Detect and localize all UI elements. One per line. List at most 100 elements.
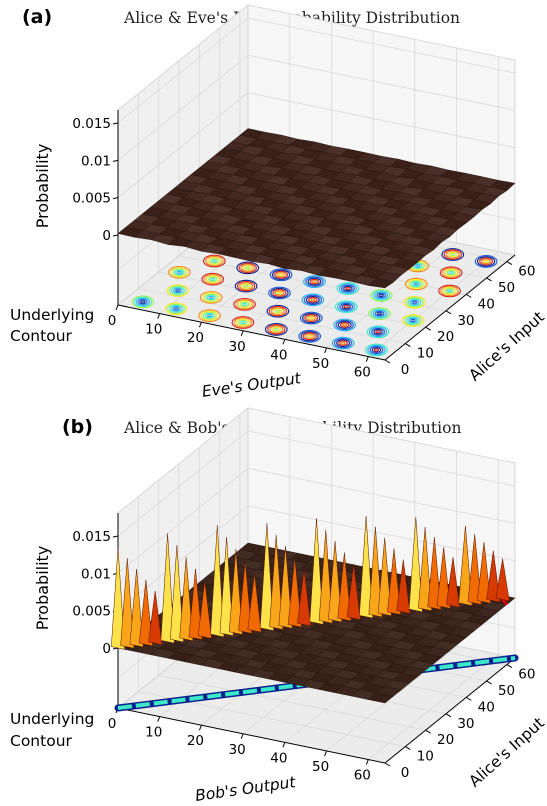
contour-ring — [206, 294, 216, 301]
contour-ring — [271, 269, 291, 280]
contour-label-a-line2: Contour — [10, 327, 73, 345]
peak-spike — [269, 534, 284, 630]
contour-ring — [171, 305, 181, 312]
contour-ring — [173, 307, 179, 311]
x-tick-label-40: 40 — [270, 347, 287, 363]
x-tick — [324, 347, 328, 354]
peak-spike — [148, 590, 163, 646]
z-tick-label-0.015: 0.015 — [72, 116, 111, 132]
contour-ring — [377, 312, 383, 316]
contour-ring — [407, 278, 426, 290]
contour-ring — [275, 309, 281, 313]
contour-ring — [366, 325, 390, 339]
peak-spike — [337, 552, 352, 622]
x-axis-line — [117, 304, 386, 361]
x-tick — [115, 304, 119, 311]
x-tick-label-20: 20 — [187, 733, 204, 749]
z-tick-label-0.01: 0.01 — [81, 153, 111, 169]
peak-spike — [238, 561, 253, 634]
grid-line-x — [326, 645, 457, 752]
contour-ring — [308, 297, 318, 303]
contour-ring — [310, 298, 316, 302]
contour-ring — [273, 308, 283, 314]
contour-ring — [340, 284, 355, 293]
peak-spike — [467, 534, 482, 605]
contour-ring — [201, 272, 225, 286]
contour-ring — [339, 302, 354, 311]
y-tick — [405, 343, 411, 348]
contour-ring — [174, 269, 185, 276]
y-tick-label-40: 40 — [478, 296, 495, 312]
contour-ring — [373, 348, 379, 352]
peak-spike — [408, 517, 423, 613]
contour-ring — [233, 317, 253, 328]
contour-ring — [412, 300, 418, 304]
peak-spike — [427, 537, 442, 610]
contour-ring — [167, 303, 186, 314]
contour-ring — [309, 278, 320, 285]
contour-ring — [441, 248, 465, 261]
x-tick-label-60: 60 — [354, 768, 371, 784]
peak-spike — [120, 558, 135, 649]
z-tick-label-0.005: 0.005 — [72, 604, 111, 620]
contour-ring — [336, 282, 360, 295]
y-tick-label-20: 20 — [437, 732, 454, 748]
contour-ring — [438, 284, 461, 298]
x-tick-label-50: 50 — [312, 356, 329, 372]
contour-ring — [170, 267, 189, 278]
contour-ring — [238, 319, 248, 326]
contour-ring — [300, 331, 319, 342]
contour-ring — [376, 292, 386, 299]
x-tick-label-20: 20 — [187, 330, 204, 346]
z-tick — [112, 122, 119, 125]
y-tick-label-0: 0 — [401, 765, 410, 781]
peak-spike — [396, 559, 411, 614]
contour-ring — [272, 289, 287, 297]
contour-ring — [231, 316, 255, 329]
peak-spike — [170, 545, 184, 643]
contour-ring — [204, 312, 215, 319]
contour-ring — [345, 286, 351, 291]
peak-spike — [446, 557, 460, 608]
contour-ring — [303, 275, 326, 288]
contour-label-a-line1: Underlying — [10, 306, 94, 324]
contour-ring — [238, 262, 257, 274]
x-tick-label-50: 50 — [312, 759, 329, 775]
x-tick — [240, 733, 244, 739]
contour-ring — [403, 295, 426, 309]
y-tick — [425, 326, 431, 331]
contour-ring — [413, 282, 419, 286]
contour-ring — [410, 318, 416, 323]
contour-ring — [365, 343, 388, 357]
contour-ring — [303, 294, 323, 305]
y-tick — [425, 729, 431, 734]
zlabel-a: Probability — [33, 144, 52, 229]
y-tick — [486, 680, 492, 685]
y-tick-label-30: 30 — [457, 313, 474, 329]
grid-line-z — [117, 430, 516, 537]
contour-ring — [240, 263, 255, 272]
contour-ring — [401, 314, 425, 327]
y-tick — [445, 310, 452, 315]
panel-b: (b) Alice & Bob's Joint Probability Dist… — [10, 407, 547, 805]
contour-ring — [408, 317, 418, 324]
y-tick-label-40: 40 — [478, 699, 495, 715]
z-tick — [112, 535, 119, 538]
y-tick-label-50: 50 — [498, 683, 515, 699]
contour-ring — [209, 258, 220, 264]
z-tick-label-0.015: 0.015 — [72, 529, 111, 545]
contour-ring — [372, 290, 391, 301]
contour-ring — [242, 265, 253, 271]
x-tick-label-10: 10 — [145, 725, 162, 741]
peak-spike — [436, 547, 451, 609]
contour-ring — [205, 275, 220, 284]
peak-spike — [138, 579, 153, 647]
contour-ring — [308, 316, 314, 320]
contour-ring — [235, 318, 250, 327]
contour-ring — [340, 341, 346, 345]
y-axis-line — [384, 657, 516, 764]
peak-spike — [160, 533, 175, 644]
contour-ring — [131, 295, 155, 309]
contour-ring — [415, 264, 421, 268]
